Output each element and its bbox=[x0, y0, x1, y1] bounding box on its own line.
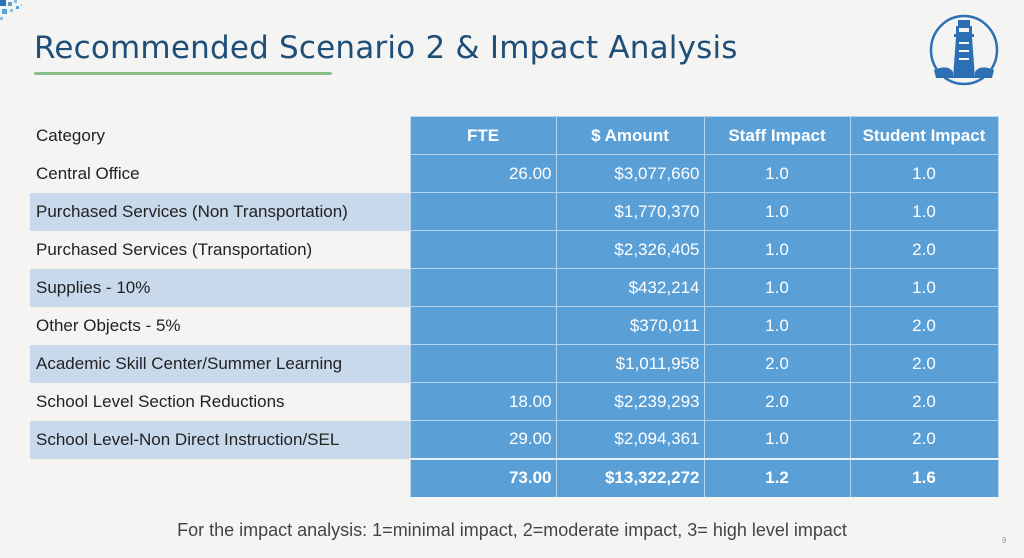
header-fte: FTE bbox=[409, 116, 556, 155]
row-staff-impact: 1.0 bbox=[703, 306, 850, 345]
row-category: Other Objects - 5% bbox=[36, 315, 181, 335]
total-fte: 73.00 bbox=[409, 457, 556, 497]
row-amount: $3,077,660 bbox=[555, 154, 704, 193]
impact-legend-footnote: For the impact analysis: 1=minimal impac… bbox=[177, 520, 847, 540]
table-row: Purchased Services (Non Transportation) … bbox=[30, 192, 999, 231]
row-fte bbox=[409, 192, 556, 231]
row-amount: $2,326,405 bbox=[555, 230, 704, 269]
row-staff-impact: 1.0 bbox=[703, 420, 850, 459]
row-fte bbox=[409, 306, 556, 345]
row-amount: $432,214 bbox=[555, 268, 704, 307]
row-student-impact: 2.0 bbox=[849, 382, 999, 421]
table-row: Central Office 26.00 $3,077,660 1.0 1.0 bbox=[30, 154, 999, 193]
row-category: Central Office bbox=[36, 163, 140, 183]
row-category: Purchased Services (Transportation) bbox=[36, 239, 313, 259]
table-row: Purchased Services (Transportation) $2,3… bbox=[30, 230, 999, 269]
table-row: Other Objects - 5% $370,011 1.0 2.0 bbox=[30, 306, 999, 345]
row-staff-impact: 1.0 bbox=[703, 268, 850, 307]
impact-table: Category FTE $ Amount Staff Impact Stude… bbox=[30, 116, 999, 497]
header-student-impact: Student Impact bbox=[849, 116, 999, 155]
header-amount: $ Amount bbox=[555, 116, 704, 155]
row-fte bbox=[409, 344, 556, 383]
total-label-cell bbox=[30, 459, 410, 497]
row-amount: $1,011,958 bbox=[555, 344, 704, 383]
table-header-row: Category FTE $ Amount Staff Impact Stude… bbox=[30, 116, 999, 155]
row-fte: 26.00 bbox=[409, 154, 556, 193]
corner-decoration bbox=[0, 0, 22, 20]
row-amount: $1,770,370 bbox=[555, 192, 704, 231]
row-amount: $2,239,293 bbox=[555, 382, 704, 421]
row-student-impact: 1.0 bbox=[849, 192, 999, 231]
total-student-impact: 1.6 bbox=[849, 457, 999, 497]
row-category: Academic Skill Center/Summer Learning bbox=[30, 344, 410, 383]
row-staff-impact: 2.0 bbox=[703, 382, 850, 421]
row-student-impact: 1.0 bbox=[849, 268, 999, 307]
row-student-impact: 2.0 bbox=[849, 230, 999, 269]
table-row: Academic Skill Center/Summer Learning $1… bbox=[30, 344, 999, 383]
row-student-impact: 2.0 bbox=[849, 420, 999, 459]
table-row: School Level-Non Direct Instruction/SEL … bbox=[30, 420, 999, 459]
header-category: Category bbox=[36, 125, 105, 145]
total-amount: $13,322,272 bbox=[555, 457, 704, 497]
slide-title: Recommended Scenario 2 & Impact Analysis bbox=[34, 30, 738, 66]
lighthouse-logo-icon bbox=[929, 14, 999, 86]
total-staff-impact: 1.2 bbox=[703, 457, 850, 497]
row-fte: 29.00 bbox=[409, 420, 556, 459]
row-student-impact: 1.0 bbox=[849, 154, 999, 193]
table-row: Supplies - 10% $432,214 1.0 1.0 bbox=[30, 268, 999, 307]
row-amount: $2,094,361 bbox=[555, 420, 704, 459]
row-staff-impact: 2.0 bbox=[703, 344, 850, 383]
table-row: School Level Section Reductions 18.00 $2… bbox=[30, 382, 999, 421]
title-underline bbox=[34, 72, 332, 75]
row-category: Supplies - 10% bbox=[30, 268, 410, 307]
row-amount: $370,011 bbox=[555, 306, 704, 345]
row-staff-impact: 1.0 bbox=[703, 154, 850, 193]
header-staff-impact: Staff Impact bbox=[703, 116, 850, 155]
row-fte: 18.00 bbox=[409, 382, 556, 421]
row-fte bbox=[409, 268, 556, 307]
page-number: 9 bbox=[1002, 536, 1007, 545]
row-staff-impact: 1.0 bbox=[703, 192, 850, 231]
row-fte bbox=[409, 230, 556, 269]
row-student-impact: 2.0 bbox=[849, 344, 999, 383]
row-category: School Level-Non Direct Instruction/SEL bbox=[30, 420, 410, 459]
row-category: School Level Section Reductions bbox=[36, 391, 285, 411]
row-category: Purchased Services (Non Transportation) bbox=[30, 192, 410, 231]
row-staff-impact: 1.0 bbox=[703, 230, 850, 269]
total-row: 73.00 $13,322,272 1.2 1.6 bbox=[30, 457, 999, 497]
row-student-impact: 2.0 bbox=[849, 306, 999, 345]
